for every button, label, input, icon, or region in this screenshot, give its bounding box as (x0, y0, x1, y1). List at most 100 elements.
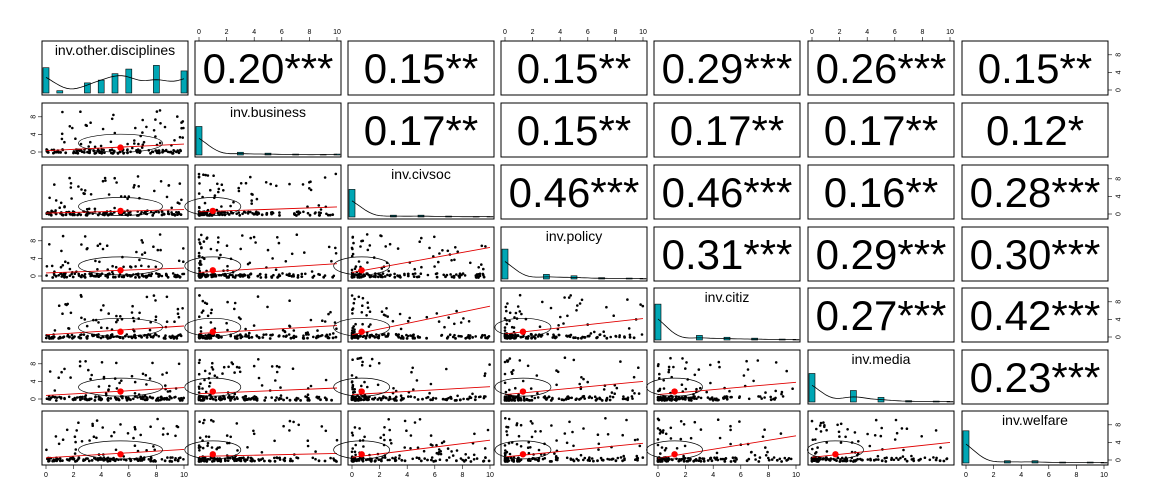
data-point (157, 275, 161, 278)
data-point (600, 399, 604, 402)
data-point (105, 212, 108, 215)
data-point (198, 182, 201, 185)
data-point (662, 429, 665, 432)
data-point (412, 333, 415, 337)
data-point (203, 201, 207, 205)
x-tick-label: 8 (920, 29, 924, 36)
correlation-ellipse (184, 317, 242, 337)
data-point (763, 428, 766, 432)
data-point (420, 265, 423, 269)
data-point (239, 317, 242, 321)
data-point (474, 335, 478, 338)
data-point (198, 294, 201, 297)
x-tick-label: 2 (531, 29, 535, 36)
data-point (314, 457, 317, 461)
data-point (598, 333, 602, 336)
data-point (260, 213, 264, 217)
data-point (85, 247, 89, 251)
data-point (350, 431, 354, 435)
data-point (198, 206, 201, 210)
data-point (98, 211, 101, 215)
data-point (713, 456, 716, 460)
data-point (235, 365, 239, 369)
data-point (636, 438, 639, 441)
data-point (204, 390, 208, 394)
data-point (61, 438, 65, 442)
data-point (508, 388, 511, 392)
data-point (615, 386, 619, 390)
data-point (432, 255, 435, 258)
data-point (48, 370, 52, 373)
data-point (464, 336, 468, 340)
data-point (157, 210, 160, 214)
data-point (377, 336, 380, 340)
data-point (381, 272, 385, 275)
data-point (206, 208, 210, 212)
data-point (47, 334, 50, 338)
data-point (684, 367, 687, 370)
data-point (203, 257, 206, 261)
data-point (350, 254, 354, 258)
data-point (353, 267, 357, 271)
data-point (366, 306, 370, 310)
data-point (513, 399, 517, 402)
data-point (255, 210, 258, 214)
data-point (535, 374, 539, 377)
data-point (350, 398, 354, 402)
data-point (139, 433, 142, 437)
data-point (504, 305, 508, 309)
data-point (764, 446, 767, 449)
data-point (134, 276, 137, 279)
data-point (119, 195, 123, 198)
panel-frame (961, 410, 1109, 466)
data-point (277, 335, 281, 338)
data-point (309, 188, 313, 192)
data-point (551, 336, 555, 339)
data-point (526, 364, 530, 368)
data-point (511, 395, 515, 399)
data-point (814, 438, 817, 441)
data-point (236, 449, 239, 452)
correlation-ellipse (78, 317, 163, 337)
data-point (317, 213, 321, 217)
data-point (136, 175, 140, 178)
data-point (270, 275, 273, 278)
data-point (72, 336, 75, 339)
data-point (412, 388, 415, 391)
data-point (486, 428, 490, 432)
data-point (292, 274, 295, 278)
data-point (167, 398, 171, 401)
data-point (252, 324, 256, 327)
data-point (124, 396, 128, 399)
y-tick-label: 4 (1116, 70, 1123, 74)
data-point (543, 395, 547, 398)
data-point (604, 417, 607, 420)
data-point (702, 459, 706, 463)
correlation-ellipse (333, 256, 391, 276)
data-point (288, 419, 292, 423)
data-point (438, 458, 442, 462)
data-point (160, 397, 164, 401)
data-point (129, 274, 132, 278)
data-point (449, 395, 452, 399)
data-point (578, 382, 581, 386)
data-point (80, 275, 83, 279)
data-point (351, 434, 355, 437)
data-point (241, 274, 245, 278)
histogram-bar (180, 70, 188, 94)
data-point (593, 330, 596, 334)
data-point (136, 396, 139, 399)
data-point (226, 459, 230, 462)
correlation-ellipse (333, 440, 391, 460)
data-point (616, 456, 620, 460)
data-point (175, 211, 178, 214)
data-point (160, 458, 164, 461)
data-point (619, 360, 622, 363)
panel-frame (500, 287, 648, 343)
data-point (781, 395, 785, 398)
data-point (506, 359, 510, 362)
x-tick-label: 6 (433, 472, 437, 479)
data-point (160, 274, 164, 278)
data-point (254, 241, 257, 244)
data-point (439, 452, 443, 456)
